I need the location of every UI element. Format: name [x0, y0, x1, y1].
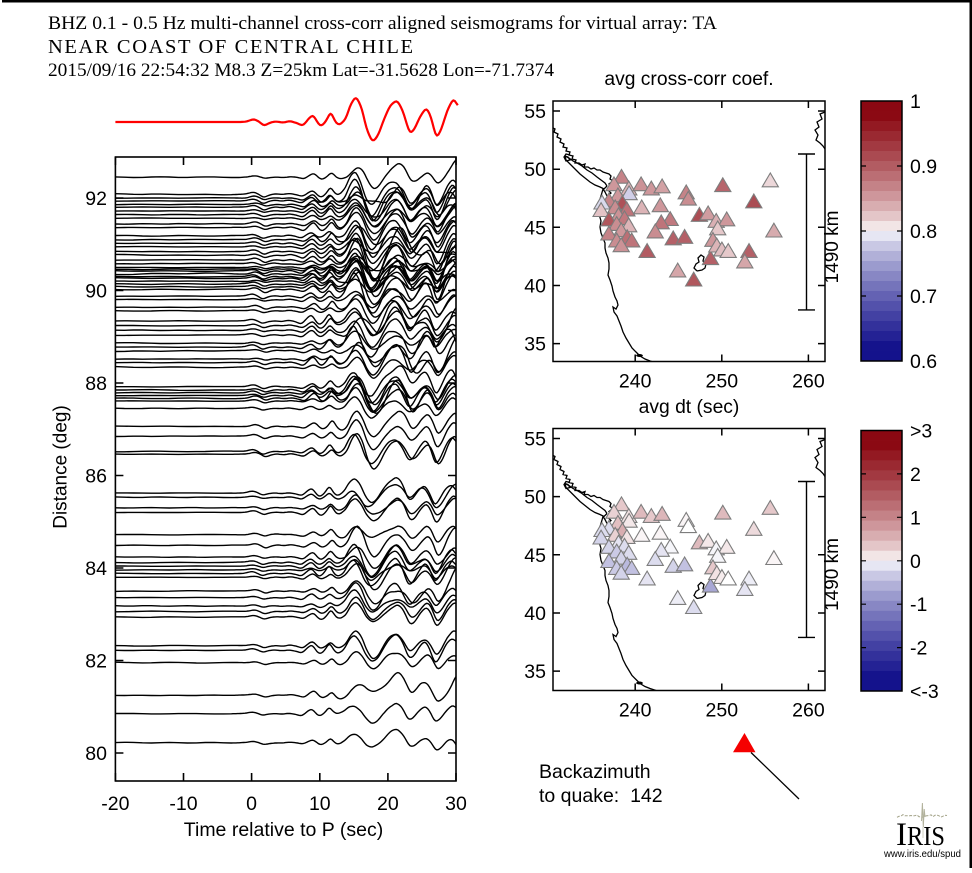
svg-text:40: 40: [524, 276, 546, 298]
svg-text:240: 240: [619, 700, 652, 722]
svg-text:1: 1: [910, 507, 921, 529]
svg-text:45: 45: [524, 545, 546, 567]
svg-text:55: 55: [524, 101, 546, 123]
svg-text:0.9: 0.9: [910, 156, 937, 178]
svg-text:10: 10: [309, 793, 331, 815]
svg-text:90: 90: [85, 281, 107, 303]
svg-text:86: 86: [85, 466, 107, 488]
svg-text:-1: -1: [910, 594, 927, 616]
svg-text:Backazimuth: Backazimuth: [539, 761, 651, 783]
svg-text:-20: -20: [101, 793, 129, 815]
svg-text:2015/09/16 22:54:32 M8.3 Z=: 2015/09/16 22:54:32 M8.3 Z=25km Lat=-31.…: [48, 60, 555, 81]
svg-text:35: 35: [524, 334, 546, 356]
svg-text:50: 50: [524, 159, 546, 181]
svg-text:40: 40: [524, 603, 546, 625]
svg-text:92: 92: [85, 188, 107, 210]
svg-text:50: 50: [524, 487, 546, 509]
svg-text:45: 45: [524, 217, 546, 239]
svg-text:84: 84: [85, 558, 107, 580]
svg-text:avg dt (sec): avg dt (sec): [639, 397, 740, 418]
svg-text:80: 80: [85, 743, 107, 765]
svg-text:-2: -2: [910, 638, 927, 660]
svg-text:Distance (deg): Distance (deg): [51, 405, 72, 529]
svg-text:2: 2: [910, 464, 921, 486]
svg-text:-10: -10: [169, 793, 197, 815]
svg-text:30: 30: [445, 793, 467, 815]
svg-text:250: 250: [706, 700, 739, 722]
svg-text:to quake: 142: to quake: 142: [539, 785, 663, 807]
svg-text:0: 0: [246, 793, 257, 815]
svg-text:>3: >3: [910, 421, 932, 443]
svg-text:260: 260: [792, 371, 825, 393]
svg-text:55: 55: [524, 429, 546, 451]
svg-text:0.6: 0.6: [910, 351, 937, 373]
svg-text:avg cross-corr coef.: avg cross-corr coef.: [604, 69, 773, 90]
svg-text:88: 88: [85, 373, 107, 395]
svg-text:0: 0: [910, 551, 921, 573]
svg-text:260: 260: [792, 700, 825, 722]
svg-text:20: 20: [377, 793, 399, 815]
svg-text:240: 240: [619, 371, 652, 393]
svg-text:Time relative to P (sec): Time relative to P (sec): [184, 819, 383, 841]
svg-text:35: 35: [524, 661, 546, 683]
svg-text:<-3: <-3: [910, 681, 939, 703]
svg-text:250: 250: [706, 371, 739, 393]
svg-text:0.7: 0.7: [910, 286, 937, 308]
svg-text:RIS: RIS: [907, 821, 945, 851]
svg-text:0.8: 0.8: [910, 221, 937, 243]
svg-text:www.iris.edu/spud: www.iris.edu/spud: [883, 848, 961, 860]
svg-text:1: 1: [910, 91, 921, 113]
svg-text:82: 82: [85, 651, 107, 673]
svg-text:NEAR COAST OF CENTRAL CHILE: NEAR COAST OF CENTRAL CHILE: [48, 36, 413, 58]
svg-text:BHZ 0.1 - 0.5 Hz multi-chann: BHZ 0.1 - 0.5 Hz multi-channel cross-cor…: [48, 13, 717, 34]
